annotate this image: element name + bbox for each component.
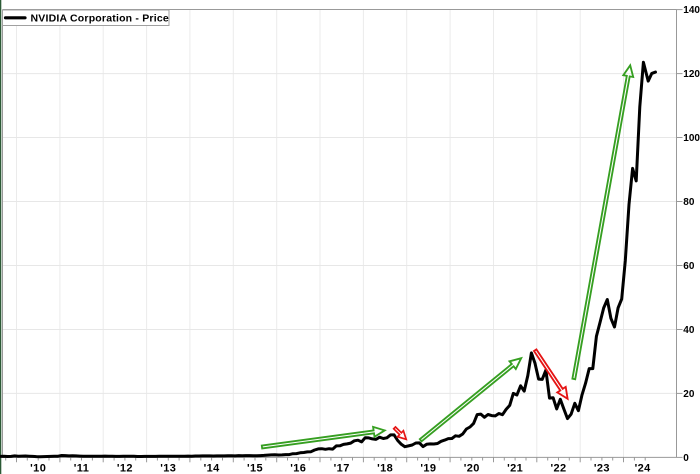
svg-text:'14: '14: [204, 463, 221, 474]
svg-text:'20: '20: [464, 463, 480, 474]
svg-text:20: 20: [683, 389, 695, 400]
svg-text:'24: '24: [635, 463, 652, 474]
svg-text:'21: '21: [507, 463, 523, 474]
svg-text:40: 40: [683, 325, 695, 336]
svg-text:80: 80: [683, 197, 695, 208]
svg-text:'10: '10: [30, 463, 46, 474]
svg-text:120: 120: [683, 69, 700, 80]
svg-text:'15: '15: [247, 463, 263, 474]
svg-text:'22: '22: [550, 463, 566, 474]
svg-text:0: 0: [683, 453, 689, 464]
svg-text:'17: '17: [334, 463, 350, 474]
svg-text:'11: '11: [74, 463, 89, 474]
svg-text:'16: '16: [290, 463, 306, 474]
svg-text:140: 140: [683, 5, 700, 16]
svg-text:'13: '13: [160, 463, 176, 474]
svg-text:'12: '12: [117, 463, 133, 474]
svg-text:'23: '23: [594, 463, 610, 474]
svg-text:100: 100: [683, 133, 700, 144]
svg-text:'18: '18: [377, 463, 393, 474]
svg-text:60: 60: [683, 261, 695, 272]
svg-text:NVIDIA Corporation - Price: NVIDIA Corporation - Price: [31, 13, 169, 25]
svg-text:'19: '19: [420, 463, 436, 474]
